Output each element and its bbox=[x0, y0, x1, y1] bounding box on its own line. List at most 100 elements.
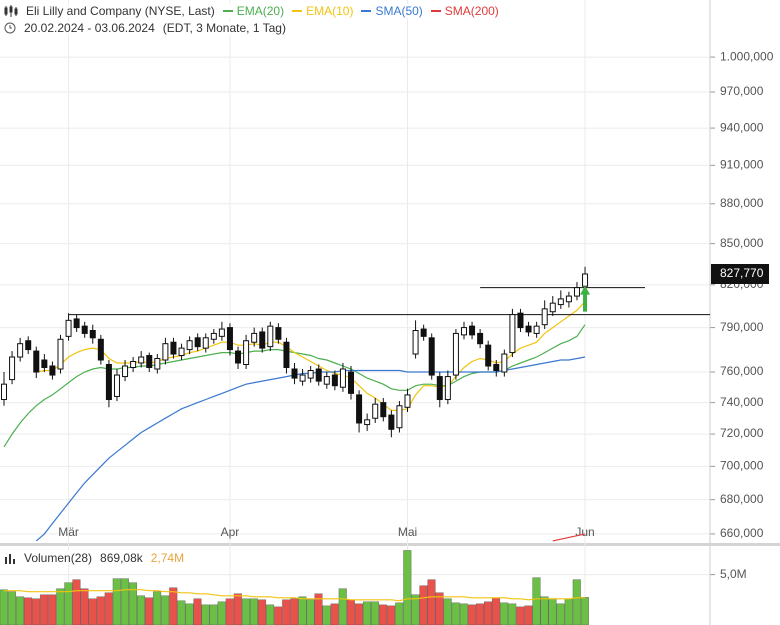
y-tick-label: 760,000 bbox=[720, 364, 764, 378]
legend-label: SMA(200) bbox=[444, 4, 499, 18]
volume-bar bbox=[330, 603, 339, 625]
legend-item: EMA(10) bbox=[292, 4, 353, 18]
candle-body bbox=[356, 394, 363, 424]
candle-body bbox=[565, 295, 572, 303]
volume-bar bbox=[516, 606, 525, 625]
candle-body bbox=[299, 374, 306, 382]
volume-bar bbox=[282, 599, 291, 625]
candle-body bbox=[41, 359, 48, 369]
x-tick-label: Apr bbox=[221, 525, 240, 539]
volume-bar bbox=[233, 593, 242, 625]
candle-body bbox=[25, 340, 32, 351]
volume-bar bbox=[540, 596, 549, 625]
volume-bar bbox=[72, 579, 81, 625]
candle-body bbox=[404, 394, 411, 408]
volume-bar bbox=[48, 594, 57, 625]
volume-bar bbox=[387, 605, 396, 625]
legend-item: SMA(200) bbox=[430, 4, 499, 18]
candle-body bbox=[493, 363, 500, 372]
candle-body bbox=[436, 376, 443, 401]
legend-swatch bbox=[292, 10, 303, 12]
legend-swatch bbox=[361, 10, 372, 12]
candle-body bbox=[194, 337, 201, 348]
candle-body bbox=[372, 403, 379, 419]
candle-body bbox=[122, 365, 129, 378]
chart-title: Eli Lilly and Company (NYSE, Last) bbox=[26, 4, 215, 18]
y-tick-label: 940,000 bbox=[720, 120, 764, 134]
y-tick-label: 740,000 bbox=[720, 395, 764, 409]
volume-bar bbox=[346, 599, 355, 625]
volume-bar bbox=[169, 587, 178, 625]
volume-bar bbox=[435, 592, 444, 625]
candle-body bbox=[97, 338, 104, 361]
candle-body bbox=[275, 327, 282, 340]
volume-bar bbox=[201, 604, 210, 625]
y-tick-label: 880,000 bbox=[720, 196, 764, 210]
candle-body bbox=[420, 328, 427, 337]
candle-body bbox=[33, 350, 40, 373]
candle-body bbox=[452, 332, 459, 376]
volume-bar bbox=[7, 591, 16, 625]
volume-bar bbox=[419, 585, 428, 625]
volume-bar bbox=[306, 599, 315, 625]
volume-bar bbox=[40, 594, 49, 625]
candle-body bbox=[364, 419, 371, 426]
legend-label: EMA(20) bbox=[236, 4, 285, 18]
volume-bar bbox=[0, 589, 8, 625]
y-tick-label: 970,000 bbox=[720, 84, 764, 98]
volume-bar bbox=[290, 598, 299, 625]
candle-body bbox=[428, 337, 435, 376]
candle-body bbox=[525, 325, 532, 333]
volume-bar bbox=[104, 592, 113, 625]
legend-item: SMA(50) bbox=[361, 4, 423, 18]
volume-bar bbox=[298, 596, 307, 625]
clock-icon bbox=[4, 22, 16, 34]
candle-body bbox=[210, 332, 217, 340]
candle-body bbox=[65, 319, 72, 337]
y-tick-label: 790,000 bbox=[720, 320, 764, 334]
candle-body bbox=[444, 376, 451, 401]
volume-bar bbox=[153, 591, 162, 625]
candle-body bbox=[81, 325, 88, 334]
candle-body bbox=[130, 361, 137, 369]
volume-bar bbox=[32, 598, 41, 625]
volume-bar bbox=[225, 598, 234, 625]
candle-body bbox=[549, 302, 556, 313]
volume-bar bbox=[322, 605, 331, 625]
volume-average: 869,08k bbox=[100, 551, 143, 565]
legend-swatch bbox=[430, 10, 441, 12]
candle-body bbox=[388, 414, 395, 430]
candle-body bbox=[17, 343, 24, 358]
candle-body bbox=[251, 332, 258, 343]
last-price-box bbox=[711, 263, 769, 284]
volume-bar bbox=[564, 598, 573, 625]
volume-bar bbox=[112, 578, 121, 625]
volume-bar bbox=[209, 604, 218, 625]
volume-bar bbox=[451, 602, 460, 625]
candle-body bbox=[509, 314, 516, 354]
candle-body bbox=[339, 368, 346, 388]
candle-body bbox=[485, 344, 492, 367]
volume-bar bbox=[80, 588, 89, 625]
candle-body bbox=[202, 337, 209, 349]
candle-body bbox=[307, 370, 314, 379]
volume-bar bbox=[64, 582, 73, 625]
volume-bar bbox=[548, 598, 557, 625]
volume-bar bbox=[524, 605, 533, 625]
volume-bar bbox=[508, 603, 517, 625]
range-note: (EDT, 3 Monate, 1 Tag) bbox=[162, 21, 286, 35]
volume-bar bbox=[492, 597, 501, 625]
volume-bar bbox=[24, 597, 33, 625]
candle-body bbox=[291, 368, 298, 379]
volume-icon bbox=[5, 554, 15, 564]
candle-body bbox=[557, 298, 564, 306]
volume-bar bbox=[241, 598, 250, 625]
candle-body bbox=[89, 330, 96, 339]
volume-bar bbox=[15, 596, 24, 625]
candle-body bbox=[138, 356, 145, 364]
volume-last: 2,74M bbox=[150, 551, 185, 565]
candle-body bbox=[113, 374, 120, 397]
volume-bar bbox=[403, 550, 412, 625]
volume-bar bbox=[443, 598, 452, 625]
